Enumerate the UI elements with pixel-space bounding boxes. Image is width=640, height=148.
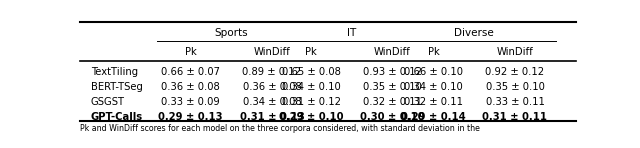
Text: 0.66 ± 0.10: 0.66 ± 0.10 [404,67,463,77]
Text: 0.31 ± 0.12: 0.31 ± 0.12 [282,97,340,107]
Text: IT: IT [347,28,356,38]
Text: 0.34 ± 0.08: 0.34 ± 0.08 [243,97,301,107]
Text: WinDiff: WinDiff [253,47,291,57]
Text: 0.34 ± 0.10: 0.34 ± 0.10 [404,82,463,92]
Text: 0.29 ± 0.10: 0.29 ± 0.10 [279,112,344,122]
Text: Diverse: Diverse [454,28,494,38]
Text: 0.36 ± 0.08: 0.36 ± 0.08 [243,82,301,92]
Text: GSGST: GSGST [91,97,125,107]
Text: 0.33 ± 0.11: 0.33 ± 0.11 [486,97,545,107]
Text: 0.31 ± 0.13: 0.31 ± 0.13 [239,112,305,122]
Text: 0.29 ± 0.14: 0.29 ± 0.14 [401,112,466,122]
Text: 0.92 ± 0.12: 0.92 ± 0.12 [485,67,545,77]
Text: Pk and WinDiff scores for each model on the three corpora considered, with stand: Pk and WinDiff scores for each model on … [80,124,480,133]
Text: TextTiling: TextTiling [91,67,138,77]
Text: 0.66 ± 0.07: 0.66 ± 0.07 [161,67,220,77]
Text: 0.30 ± 0.10: 0.30 ± 0.10 [360,112,425,122]
Text: WinDiff: WinDiff [374,47,411,57]
Text: 0.93 ± 0.12: 0.93 ± 0.12 [363,67,422,77]
Text: 0.33 ± 0.09: 0.33 ± 0.09 [161,97,220,107]
Text: 0.35 ± 0.10: 0.35 ± 0.10 [363,82,422,92]
Text: Pk: Pk [428,47,440,57]
Text: 0.31 ± 0.11: 0.31 ± 0.11 [483,112,547,122]
Text: 0.89 ± 0.12: 0.89 ± 0.12 [243,67,301,77]
Text: 0.29 ± 0.13: 0.29 ± 0.13 [158,112,223,122]
Text: WinDiff: WinDiff [497,47,533,57]
Text: BERT-TSeg: BERT-TSeg [91,82,143,92]
Text: 0.32 ± 0.11: 0.32 ± 0.11 [363,97,422,107]
Text: 0.36 ± 0.08: 0.36 ± 0.08 [161,82,220,92]
Text: 0.34 ± 0.10: 0.34 ± 0.10 [282,82,340,92]
Text: 0.65 ± 0.08: 0.65 ± 0.08 [282,67,340,77]
Text: Sports: Sports [214,28,248,38]
Text: 0.35 ± 0.10: 0.35 ± 0.10 [486,82,545,92]
Text: 0.32 ± 0.11: 0.32 ± 0.11 [404,97,463,107]
Text: Pk: Pk [185,47,196,57]
Text: GPT-Calls: GPT-Calls [91,112,143,122]
Text: Pk: Pk [305,47,317,57]
